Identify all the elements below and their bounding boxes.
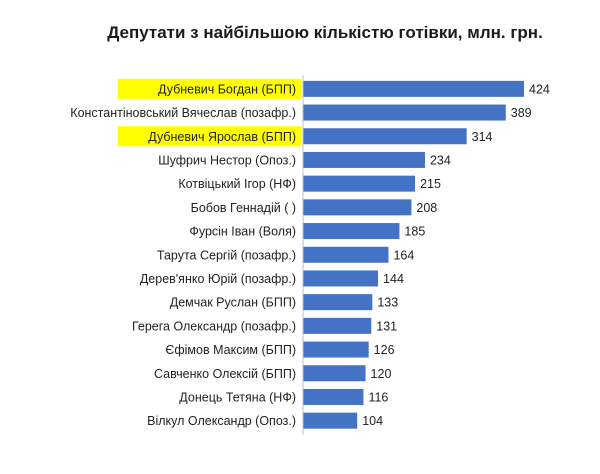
value-labels: 424 389 314 234 215 208 185 164 144 133 131 126 120 1…	[362, 82, 550, 428]
category-label: Вілкул Олександр (Опоз.)	[147, 414, 296, 428]
value-label: 185	[404, 225, 425, 239]
category-label: Бобов Геннадій ( )	[191, 201, 296, 215]
value-label: 215	[420, 177, 441, 191]
bar	[303, 270, 379, 287]
bar	[303, 246, 389, 263]
value-label: 126	[374, 343, 395, 357]
value-label: 389	[511, 106, 532, 120]
bar	[303, 175, 416, 192]
value-label: 424	[529, 82, 550, 96]
value-label: 314	[472, 130, 493, 144]
bar	[303, 104, 506, 121]
bar	[303, 80, 524, 97]
category-label: Дубневич Ярослав (БПП)	[148, 130, 296, 144]
label-highlight	[118, 78, 301, 99]
bar	[303, 412, 358, 429]
highlight-layer	[118, 78, 301, 147]
bar	[303, 294, 373, 311]
bar	[303, 223, 400, 240]
category-label: Герега Олександр (позафр.)	[132, 319, 296, 333]
category-label: Фурсін Іван (Воля)	[189, 225, 296, 239]
label-highlight	[118, 126, 301, 147]
chart-title: Депутати з найбільшою кількістю готівки,…	[107, 23, 543, 42]
value-label: 208	[416, 201, 437, 215]
bar	[303, 199, 412, 216]
value-label: 104	[362, 414, 383, 428]
value-label: 133	[377, 296, 398, 310]
category-label: Котвіцький Ігор (НФ)	[178, 177, 296, 191]
category-labels: Дубневич Богдан (БПП) Константіновський В…	[70, 82, 296, 428]
category-label: Шуфрич Нестор (Опоз.)	[158, 153, 296, 167]
value-label: 164	[393, 248, 414, 262]
value-label: 120	[371, 367, 392, 381]
bar	[303, 151, 425, 168]
value-label: 144	[383, 272, 404, 286]
value-label: 116	[368, 390, 388, 404]
category-label: Тарута Сергій (позафр.)	[157, 248, 296, 262]
value-label: 131	[376, 319, 397, 333]
bars-layer	[303, 80, 524, 429]
category-label: Демчак Руслан (БПП)	[170, 296, 296, 310]
category-label: Дубневич Богдан (БПП)	[158, 82, 296, 96]
category-label: Савченко Олексій (БПП)	[154, 367, 296, 381]
bar	[303, 365, 366, 382]
bar	[303, 341, 369, 358]
bar	[303, 317, 372, 334]
category-label: Донець Тетяна (НФ)	[179, 390, 296, 404]
value-label: 234	[430, 153, 451, 167]
bar	[303, 388, 364, 405]
category-label: Константіновський Вячеслав (позафр.)	[70, 106, 296, 120]
category-label: Дерев'янко Юрій (позафр.)	[140, 272, 296, 286]
category-label: Єфімов Максим (БПП)	[165, 343, 296, 357]
bar	[303, 128, 467, 145]
